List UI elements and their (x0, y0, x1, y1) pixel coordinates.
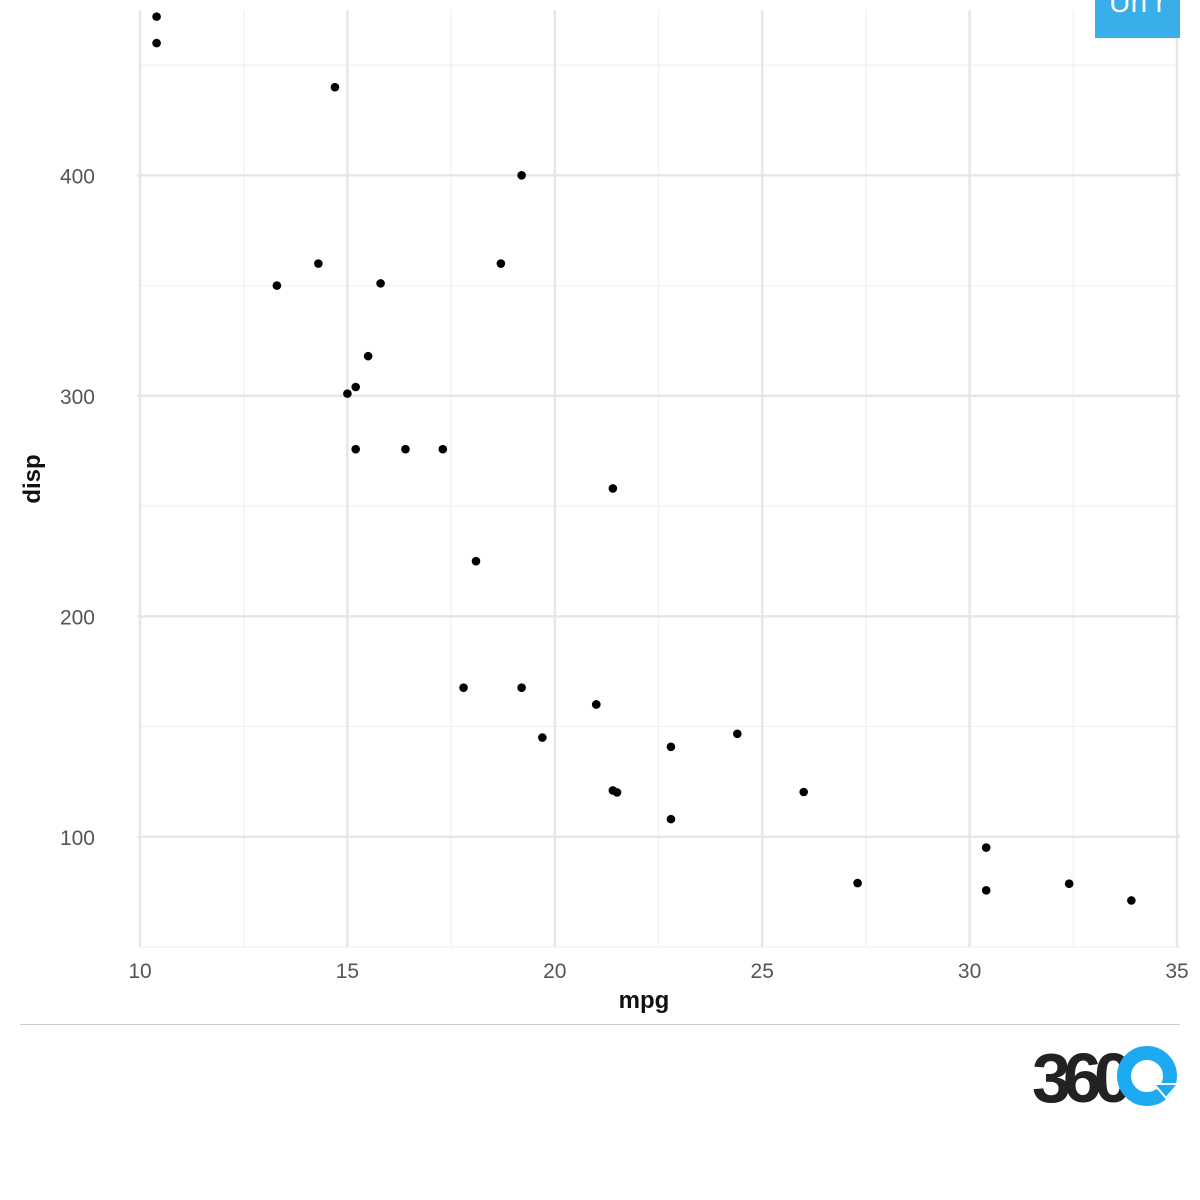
footer-divider (20, 1024, 1180, 1025)
data-point (517, 171, 526, 180)
data-point (1127, 896, 1136, 905)
data-point (981, 843, 991, 852)
data-points (152, 12, 1136, 905)
x-tick-label: 20 (543, 960, 566, 983)
language-badge[interactable]: Un r (1095, 0, 1180, 38)
data-point (363, 351, 373, 361)
data-point (799, 787, 808, 797)
data-point (376, 279, 385, 288)
data-point (330, 82, 340, 92)
y-tick-label: 400 (60, 165, 95, 188)
data-point (152, 12, 161, 21)
grid (137, 10, 1180, 948)
y-axis-title: disp (19, 454, 46, 503)
data-point (496, 259, 506, 268)
data-point (401, 444, 410, 454)
data-point (471, 556, 481, 566)
data-point (1064, 879, 1074, 889)
data-point (351, 444, 360, 454)
data-point (538, 733, 547, 742)
data-point (608, 786, 618, 795)
y-tick-label: 300 (60, 386, 95, 409)
y-axis-ticks: 100 200 300 400 (60, 165, 95, 849)
scatter-plot: 10 15 20 25 30 35 100 200 300 400 mpg disp (19, 10, 1189, 1014)
data-point (343, 389, 352, 398)
x-axis-title: mpg (619, 987, 670, 1014)
x-tick-label: 30 (958, 960, 981, 983)
refresh-arrow-icon (1117, 1046, 1177, 1106)
data-point (517, 683, 526, 693)
x-tick-label: 35 (1165, 960, 1188, 983)
data-point (459, 683, 468, 693)
data-point (438, 444, 448, 454)
data-point (981, 886, 991, 895)
x-tick-label: 25 (751, 960, 774, 983)
data-point (666, 814, 676, 824)
data-point (591, 700, 601, 709)
data-point (733, 729, 742, 739)
data-point (853, 878, 862, 888)
y-tick-label: 100 (60, 827, 95, 850)
data-point (152, 38, 161, 48)
360-logo: 360 (1032, 1040, 1180, 1110)
x-tick-label: 15 (336, 960, 359, 983)
y-tick-label: 200 (60, 606, 95, 629)
data-point (272, 281, 282, 290)
data-point (314, 259, 323, 268)
arrow-head-icon (1151, 1083, 1180, 1100)
logo-text: 360 (1032, 1040, 1131, 1110)
x-tick-label: 10 (128, 960, 151, 983)
badge-label: Un r (1109, 0, 1166, 19)
data-point (608, 484, 618, 493)
x-axis-ticks: 10 15 20 25 30 35 (128, 960, 1188, 983)
data-point (351, 382, 360, 392)
data-point (666, 742, 676, 752)
